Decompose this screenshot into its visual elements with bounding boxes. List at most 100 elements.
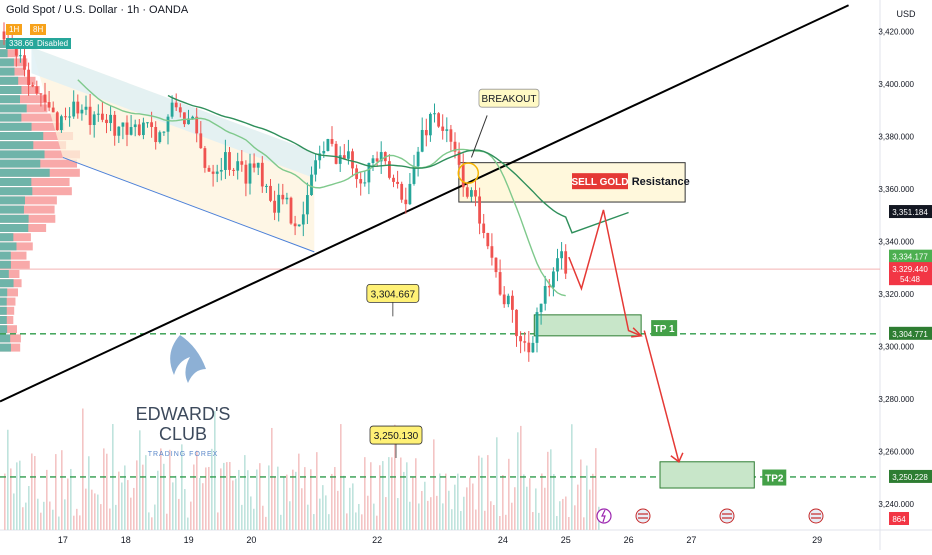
candle-body bbox=[371, 158, 375, 164]
candle-body bbox=[178, 107, 182, 113]
volume-profile-bar bbox=[0, 113, 22, 122]
volume-profile-bar bbox=[0, 260, 11, 269]
volume-bar bbox=[499, 516, 501, 530]
volume-bar bbox=[61, 450, 63, 530]
volume-bar bbox=[325, 495, 327, 530]
candle-body bbox=[72, 101, 76, 117]
volume-bar bbox=[40, 512, 42, 530]
volume-bar bbox=[268, 465, 270, 530]
candle-body bbox=[162, 131, 166, 133]
volume-profile-bar bbox=[0, 67, 15, 76]
candle-body bbox=[174, 102, 178, 108]
volume-profile-bar bbox=[0, 325, 17, 334]
volume-bar bbox=[157, 470, 159, 530]
price-tick-label: 3,320.000 bbox=[878, 290, 914, 299]
candle-body bbox=[207, 167, 211, 172]
volume-bar bbox=[421, 490, 423, 530]
candle-body bbox=[211, 171, 215, 174]
price-tick-label: 3,420.000 bbox=[878, 27, 914, 36]
volume-bar bbox=[4, 473, 6, 530]
volume-bar bbox=[223, 462, 225, 530]
volume-bar bbox=[172, 482, 174, 530]
candle-body bbox=[80, 109, 84, 114]
price-tick-label: 3,360.000 bbox=[878, 185, 914, 194]
price-tick-label: 3,400.000 bbox=[878, 80, 914, 89]
ascending-trendline bbox=[0, 4, 849, 403]
volume-bar bbox=[97, 494, 99, 530]
volume-bar bbox=[502, 475, 504, 530]
candle-body bbox=[277, 194, 281, 213]
tp1-zone bbox=[533, 314, 642, 337]
candle-body bbox=[416, 151, 420, 167]
volume-bar bbox=[136, 460, 138, 530]
time-tick-label: 25 bbox=[561, 535, 571, 545]
volume-bar bbox=[472, 483, 474, 530]
volume-bar bbox=[343, 475, 345, 530]
volume-profile-bar bbox=[0, 187, 33, 196]
volume-profile-bar bbox=[0, 104, 27, 113]
logo-line-2: CLUB bbox=[159, 424, 207, 444]
interval-pill-left[interactable]: 1H bbox=[6, 24, 23, 35]
volume-bar bbox=[106, 453, 108, 530]
candle-body bbox=[154, 127, 158, 143]
volume-bar bbox=[10, 468, 12, 530]
indicator-status-pill[interactable]: Disabled bbox=[34, 38, 72, 49]
indicator-value-pill: 338.662 bbox=[6, 38, 41, 49]
candle-body bbox=[158, 132, 162, 143]
candle-body bbox=[437, 113, 440, 127]
candle-body bbox=[256, 162, 260, 168]
volume-bar bbox=[271, 427, 273, 530]
candle-body bbox=[400, 183, 404, 200]
volume-bar bbox=[100, 504, 102, 530]
volume-bar bbox=[316, 452, 318, 530]
candle-body bbox=[35, 86, 39, 94]
volume-profile-bar bbox=[0, 270, 20, 278]
moving-average-slow bbox=[167, 94, 629, 234]
logo-line-1: EDWARD'S bbox=[136, 404, 231, 424]
volume-bar bbox=[28, 486, 30, 530]
candle-body bbox=[88, 106, 92, 125]
volume-bar bbox=[541, 473, 543, 530]
candle-body bbox=[96, 113, 100, 115]
volume-bar bbox=[49, 501, 51, 530]
candle-body bbox=[55, 112, 59, 130]
interval-pill-right[interactable]: 8H bbox=[30, 24, 47, 35]
volume-profile-bar bbox=[0, 325, 8, 334]
volume-bar bbox=[526, 486, 528, 530]
volume-bar bbox=[430, 497, 432, 530]
price-badge-label: 3,329.440 bbox=[892, 265, 928, 274]
event-flag-icon bbox=[808, 508, 824, 524]
projected-arrowhead-2 bbox=[670, 452, 684, 463]
volume-bar bbox=[508, 458, 510, 530]
candle-body bbox=[342, 155, 346, 159]
candle-body bbox=[68, 116, 71, 118]
volume-bar bbox=[235, 478, 237, 530]
candle-body bbox=[375, 158, 379, 162]
breakout-circle bbox=[457, 162, 480, 184]
volume-bar bbox=[589, 489, 591, 530]
volume-profile-bar bbox=[0, 334, 11, 343]
sell-gold-box bbox=[572, 173, 628, 190]
volume-bar bbox=[370, 462, 372, 530]
candle-body bbox=[113, 114, 117, 136]
candle-body bbox=[515, 309, 518, 337]
volume-bar bbox=[55, 454, 57, 530]
candle-body bbox=[314, 160, 317, 175]
time-tick-label: 20 bbox=[246, 535, 256, 545]
volume-bar bbox=[52, 509, 54, 530]
price-badge-label: 3,351.184 bbox=[892, 208, 928, 217]
volume-bar bbox=[94, 493, 96, 530]
volume-bar bbox=[22, 507, 24, 530]
volume-profile-bar bbox=[0, 233, 14, 242]
price-badge-label: 3,334.177 bbox=[892, 253, 928, 262]
volume-bar bbox=[544, 487, 546, 530]
volume-bar bbox=[19, 460, 21, 530]
volume-profile-bar bbox=[0, 196, 57, 205]
volume-profile-bar bbox=[0, 49, 19, 58]
volume-bar bbox=[484, 510, 486, 530]
bottom-badge-label: 864 bbox=[892, 515, 906, 524]
candle-body bbox=[441, 126, 445, 131]
volume-bar bbox=[313, 514, 315, 530]
